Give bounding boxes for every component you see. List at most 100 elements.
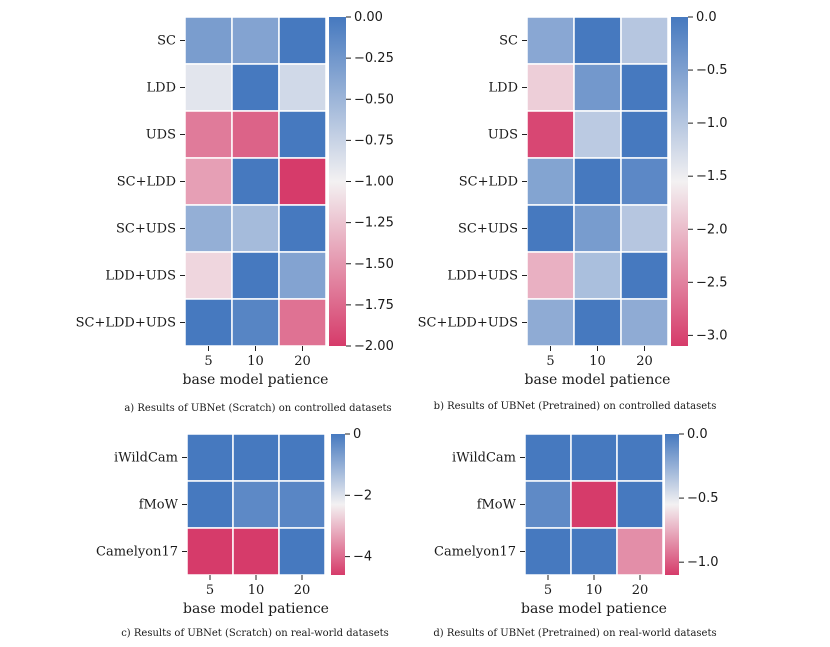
x-axis-label: base model patience <box>183 601 329 617</box>
colorbar-tick-label: −1.75 <box>354 298 394 313</box>
colorbar-tick-label: −0.25 <box>354 51 394 66</box>
colorbar-tick-label: −1.50 <box>354 257 394 272</box>
heatmap-cell <box>526 251 575 300</box>
heatmap-cell <box>526 16 575 65</box>
heatmap-cell <box>231 63 280 112</box>
heatmap-cell <box>620 251 669 300</box>
colorbar <box>671 17 688 346</box>
heatmap-cell <box>620 16 669 65</box>
x-tick-label: 10 <box>247 354 264 369</box>
heatmap-cell <box>232 527 280 576</box>
x-tick-label: 20 <box>636 354 653 369</box>
panel-caption: b) Results of UBNet (Pretrained) on cont… <box>434 401 717 412</box>
panel-caption: d) Results of UBNet (Pretrained) on real… <box>433 628 716 639</box>
heatmap-cell <box>231 157 280 206</box>
heatmap-cell <box>526 63 575 112</box>
y-tick-label: SC+UDS <box>458 222 518 237</box>
colorbar-tick-label: −0.50 <box>354 92 394 107</box>
y-tick-label: SC+LDD <box>459 175 518 190</box>
heatmap-cell <box>620 204 669 253</box>
x-tick-label: 5 <box>544 583 552 598</box>
heatmap-cell <box>620 157 669 206</box>
heatmap-cell <box>570 433 618 482</box>
heatmap-cell <box>184 16 233 65</box>
x-tick-label: 5 <box>204 354 212 369</box>
heatmap-panel-3: iWildCam fMoW Camelyon17 5 10 20 base model pa… <box>96 427 389 639</box>
heatmap-cell <box>186 480 234 529</box>
heatmap-cell <box>616 433 664 482</box>
heatmap-panel-2: SC LDD UDS SC+LDD SC+UDS LDD+UDS SC+LDD+UDS 5 10… <box>418 10 728 412</box>
y-tick-label: iWildCam <box>452 451 516 466</box>
y-tick-label: UDS <box>146 128 176 143</box>
y-tick-label: SC+UDS <box>116 222 176 237</box>
colorbar-tick-label: 0.0 <box>696 10 717 25</box>
y-tick-label: Camelyon17 <box>96 545 178 560</box>
y-tick-label: LDD+UDS <box>105 269 176 284</box>
heatmap-cell <box>573 16 622 65</box>
heatmap-cell <box>573 157 622 206</box>
x-tick-label: 20 <box>294 583 311 598</box>
heatmap-cell <box>184 63 233 112</box>
x-tick-label: 10 <box>589 354 606 369</box>
heatmap-cell <box>620 298 669 347</box>
x-axis-label: base model patience <box>183 372 329 388</box>
heatmap-cell <box>278 251 327 300</box>
heatmap-cell <box>231 251 280 300</box>
heatmap-cell <box>573 63 622 112</box>
heatmap-panel-4: iWildCam fMoW Camelyon17 5 10 20 base model pa… <box>433 427 718 639</box>
heatmap-cell <box>573 110 622 159</box>
heatmap-cell <box>231 16 280 65</box>
colorbar <box>665 434 679 575</box>
heatmap-cell <box>184 204 233 253</box>
x-tick-label: 10 <box>586 583 603 598</box>
y-tick-label: SC <box>499 34 518 49</box>
x-tick-label: 20 <box>632 583 649 598</box>
x-axis-label: base model patience <box>521 601 667 617</box>
heatmap-cell <box>278 110 327 159</box>
colorbar-tick-label: −1.0 <box>687 555 719 570</box>
heatmap-cell <box>278 480 326 529</box>
heatmap-cell <box>278 527 326 576</box>
heatmap-cell <box>278 157 327 206</box>
y-tick-label: SC+LDD <box>117 175 176 190</box>
heatmap-cell <box>573 204 622 253</box>
panel-caption: c) Results of UBNet (Scratch) on real-wo… <box>121 628 389 639</box>
x-tick-label: 10 <box>248 583 265 598</box>
heatmap-cell <box>186 527 234 576</box>
colorbar-tick-label: −0.5 <box>696 63 728 78</box>
y-tick-label: LDD <box>489 81 518 96</box>
colorbar-tick-label: 0 <box>353 427 361 442</box>
heatmap-cell <box>278 298 327 347</box>
heatmap-cell <box>184 157 233 206</box>
heatmap-panel-1: SC LDD UDS SC+LDD SC+UDS LDD+UDS SC+LDD+UDS 5 10… <box>76 10 394 414</box>
colorbar-tick-label: −3.0 <box>696 328 728 343</box>
heatmap-cell <box>616 480 664 529</box>
colorbar <box>329 17 346 346</box>
heatmap-cell <box>278 16 327 65</box>
heatmap-cell <box>184 110 233 159</box>
colorbar-tick-label: −4 <box>353 550 372 565</box>
heatmap-cell <box>524 527 572 576</box>
colorbar-tick-label: −1.0 <box>696 116 728 131</box>
heatmap-cell <box>620 63 669 112</box>
x-tick-label: 5 <box>546 354 554 369</box>
colorbar-tick-label: −2.5 <box>696 275 728 290</box>
heatmap-cell <box>278 433 326 482</box>
y-tick-label: SC+LDD+UDS <box>418 316 518 331</box>
heatmap-cell <box>184 251 233 300</box>
heatmap-cell <box>573 298 622 347</box>
heatmap-cell <box>524 480 572 529</box>
colorbar-tick-label: 0.0 <box>687 427 708 442</box>
colorbar-tick-label: −1.00 <box>354 175 394 190</box>
y-tick-label: SC <box>157 34 176 49</box>
heatmap-cell <box>616 527 664 576</box>
colorbar-tick-label: −2 <box>353 488 372 503</box>
colorbar-tick-label: −1.25 <box>354 216 394 231</box>
colorbar-tick-label: −1.5 <box>696 169 728 184</box>
heatmap-cell <box>526 298 575 347</box>
heatmap-cell <box>184 298 233 347</box>
heatmap-cell <box>573 251 622 300</box>
y-tick-label: fMoW <box>477 498 517 513</box>
x-tick-label: 5 <box>206 583 214 598</box>
